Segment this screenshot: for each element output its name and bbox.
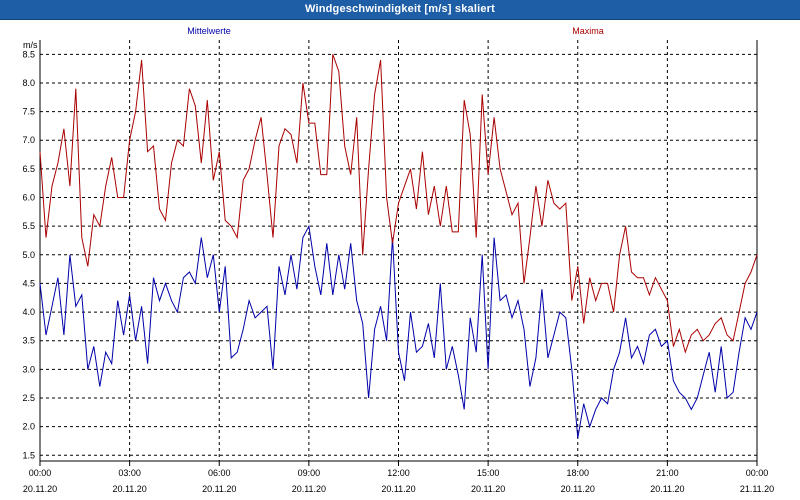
x-tick-time-label: 09:00 [298,468,321,478]
y-tick-label: 2.0 [22,422,35,432]
grid [40,40,757,461]
y-axis-ticks: 1.5 2.0 2.5 3.0 3.5 4.0 4.5 5.0 5.5 6.0 6.5 7.0 7.5 8… [22,49,35,460]
chart-title: Windgeschwindigkeit [m/s] skaliert [304,3,496,15]
x-tick-time-label: 18:00 [566,468,589,478]
x-tick-date-label: 20.11.20 [471,484,505,494]
x-tick-time-label: 21:00 [656,468,679,478]
series-line-mittelwerte [39,224,758,439]
x-tick-time-label: 00:00 [746,468,769,478]
y-tick-label: 2.5 [22,393,35,403]
x-tick-date-label: 20.11.20 [292,484,326,494]
x-tick-date-label: 20.11.20 [112,484,146,494]
y-axis-unit: m/s [23,40,38,50]
legend-mittelwerte: Mittelwerte [187,26,231,36]
x-tick-date-label: 20.11.20 [650,484,684,494]
x-tick-date-label: 21.11.20 [740,484,774,494]
y-tick-label: 3.0 [22,364,35,374]
x-tick-time-label: 15:00 [477,468,500,478]
y-tick-label: 6.0 [22,193,35,203]
x-tick-date-label: 20.11.20 [23,484,57,494]
x-tick-date-label: 20.11.20 [561,484,595,494]
y-tick-label: 8.0 [22,78,35,88]
legend-maxima: Maxima [572,26,604,36]
x-axis-ticks: 00:00 20.11.20 03:00 20.11.20 06:00 20.11.20 0… [23,468,774,494]
y-tick-label: 4.5 [22,278,35,288]
series-line-maxima [39,54,758,354]
y-tick-label: 6.5 [22,164,35,174]
y-tick-label: 7.0 [22,135,35,145]
x-tick-time-label: 06:00 [208,468,231,478]
y-tick-label: 3.5 [22,336,35,346]
y-tick-label: 5.5 [22,221,35,231]
title-bar: Windgeschwindigkeit [m/s] skaliert [0,0,800,20]
y-tick-label: 5.0 [22,250,35,260]
axes [39,40,758,466]
y-tick-label: 8.5 [22,49,35,59]
y-tick-label: 1.5 [22,450,35,460]
series [39,54,758,439]
x-tick-time-label: 12:00 [387,468,410,478]
y-tick-label: 7.5 [22,107,35,117]
x-tick-time-label: 03:00 [118,468,141,478]
x-tick-date-label: 20.11.20 [202,484,236,494]
y-tick-label: 4.0 [22,307,35,317]
x-tick-date-label: 20.11.20 [381,484,415,494]
x-tick-time-label: 00:00 [29,468,52,478]
